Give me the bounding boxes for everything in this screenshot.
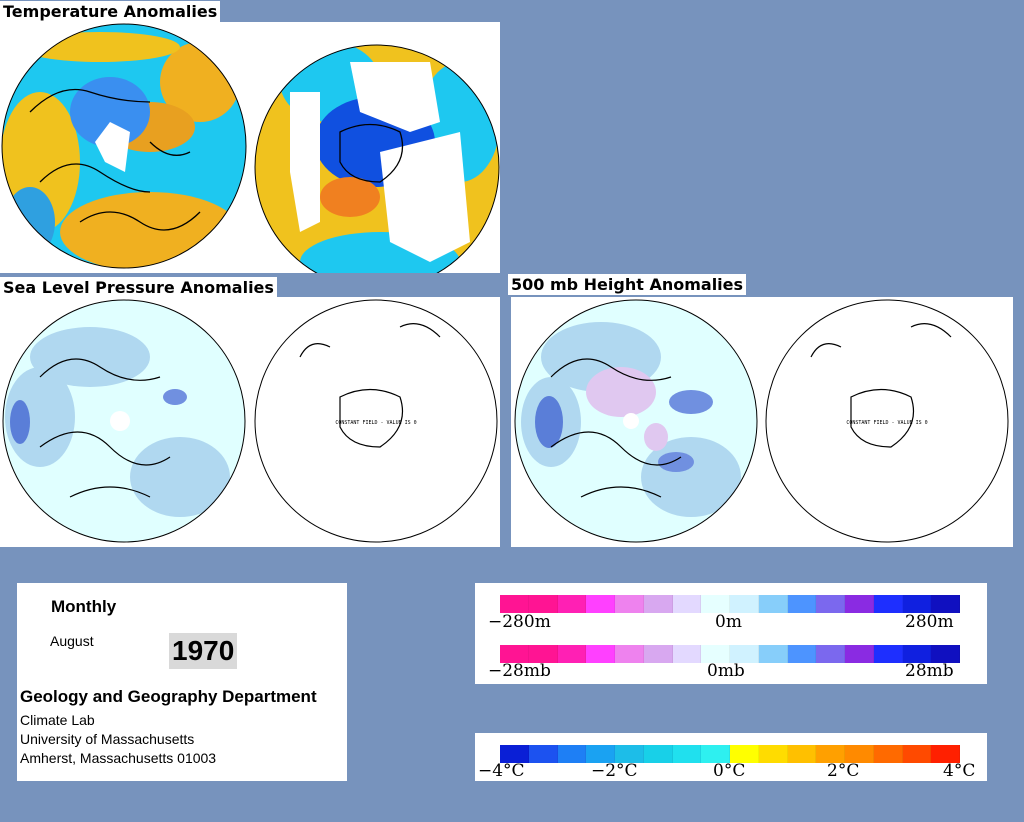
pressure-swatch <box>816 645 845 663</box>
height500-panel: CONSTANT FIELD - VALUE IS 0 <box>511 297 1013 547</box>
height-swatch <box>643 595 673 613</box>
height-mid-label: 0m <box>715 612 742 632</box>
height-swatch <box>586 595 615 613</box>
temperature-legend: −4°C −2°C 0°C 2°C 4°C <box>475 733 987 781</box>
pressure-swatch <box>873 645 903 663</box>
pressure-swatch <box>586 645 615 663</box>
month-label: August <box>50 633 94 649</box>
pressure-swatch <box>643 645 673 663</box>
temperature-label-2: 2°C <box>827 761 860 781</box>
height-swatch <box>758 595 788 613</box>
period-label: Monthly <box>51 597 117 616</box>
university-label: University of Massachusetts <box>20 731 195 747</box>
height500-constant-field-note: CONSTANT FIELD - VALUE IS 0 <box>846 420 927 426</box>
slp-panel: CONSTANT FIELD - VALUE IS 0 <box>0 297 500 547</box>
temperature-colorbar <box>500 745 960 763</box>
info-box: Monthly August 1970 Geology and Geograph… <box>17 583 347 781</box>
nh-height500-globe <box>515 300 757 542</box>
sh-temperature-globe <box>255 45 499 273</box>
height-swatch <box>672 595 702 613</box>
temperature-label-0: 0°C <box>713 761 746 781</box>
pressure-swatch <box>528 645 558 663</box>
pressure-swatch <box>787 645 817 663</box>
height-swatch <box>730 595 759 613</box>
temperature-swatch <box>586 745 615 763</box>
pressure-swatch <box>672 645 702 663</box>
pressure-swatch <box>500 645 529 663</box>
slp-constant-field-note: CONSTANT FIELD - VALUE IS 0 <box>335 420 416 426</box>
height-swatch <box>845 595 874 613</box>
pressure-swatch <box>730 645 759 663</box>
height-swatch <box>816 595 845 613</box>
temperature-swatch <box>758 745 788 763</box>
pressure-swatch <box>902 645 932 663</box>
temperature-swatch <box>730 745 759 763</box>
pressure-swatch <box>557 645 587 663</box>
temperature-swatch <box>643 745 673 763</box>
temperature-swatch <box>787 745 817 763</box>
height-colorbar <box>500 595 960 613</box>
nh-slp-globe <box>3 300 245 542</box>
temperature-label-4: 4°C <box>943 761 976 781</box>
pressure-mid-label: 0mb <box>707 661 745 681</box>
temperature-swatch <box>931 745 960 763</box>
height-max-label: 280m <box>905 612 954 632</box>
address-label: Amherst, Massachusetts 01003 <box>20 750 217 766</box>
department-label: Geology and Geography Department <box>20 687 317 706</box>
height-swatch <box>701 595 730 613</box>
pressure-colorbar <box>500 645 960 663</box>
height-swatch <box>557 595 587 613</box>
height-swatch <box>902 595 932 613</box>
pressure-min-label: −28mb <box>488 661 551 681</box>
height500-title: 500 mb Height Anomalies <box>508 274 747 295</box>
sh-height500-globe <box>765 299 1009 543</box>
temperature-swatch <box>528 745 558 763</box>
pressure-max-label: 28mb <box>905 661 954 681</box>
year-label: 1970 <box>169 633 238 669</box>
temperature-swatch <box>615 745 644 763</box>
temperature-swatch <box>672 745 702 763</box>
height-swatch <box>500 595 529 613</box>
height-pressure-legend: −280m 0m 280m −28mb 0mb 28mb <box>475 583 987 684</box>
temperature-label-neg2: −2°C <box>591 761 638 781</box>
height-swatch <box>787 595 817 613</box>
pressure-swatch <box>701 645 730 663</box>
pressure-swatch <box>845 645 874 663</box>
pressure-swatch <box>931 645 960 663</box>
height-swatch <box>873 595 903 613</box>
temperature-swatch <box>557 745 587 763</box>
temperature-swatch <box>902 745 932 763</box>
temperature-panel <box>0 22 500 273</box>
height-swatch <box>528 595 558 613</box>
height-swatch <box>931 595 960 613</box>
temperature-swatch <box>873 745 903 763</box>
temperature-swatch <box>845 745 874 763</box>
temperature-title: Temperature Anomalies <box>0 1 221 22</box>
temperature-swatch <box>500 745 529 763</box>
sh-slp-globe <box>254 299 498 543</box>
temperature-label-neg4: −4°C <box>478 761 525 781</box>
height-swatch <box>615 595 644 613</box>
slp-title: Sea Level Pressure Anomalies <box>0 277 277 298</box>
temperature-swatch <box>701 745 730 763</box>
pressure-swatch <box>758 645 788 663</box>
temperature-swatch <box>816 745 845 763</box>
lab-label: Climate Lab <box>20 712 95 728</box>
pressure-swatch <box>615 645 644 663</box>
height-min-label: −280m <box>488 612 551 632</box>
nh-temperature-globe <box>2 24 246 268</box>
